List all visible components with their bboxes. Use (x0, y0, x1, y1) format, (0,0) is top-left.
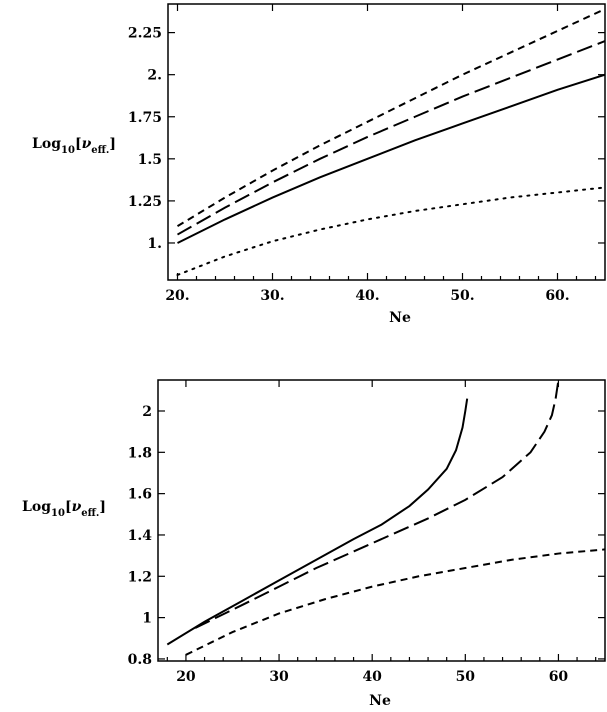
y-axis-title-close: ] (99, 499, 106, 515)
bottom-chart: 20 30 40 50 60 0.8 1 1.2 1.4 1.6 1.8 2 Ne Log10[νeff.… (0, 360, 607, 712)
x-tick-label: 60 (549, 669, 569, 685)
x-tick-label: 20. (165, 288, 189, 304)
y-axis-title-nu: ν (72, 499, 82, 515)
y-axis-title-main: Log (32, 136, 61, 152)
x-tick-label: 50 (456, 669, 476, 685)
y-tick-label: 1. (147, 236, 162, 252)
y-tick-label: 1.4 (128, 528, 153, 544)
x-tick-label: 60. (545, 288, 569, 304)
y-tick-label: 1 (142, 611, 152, 627)
y-tick-label: 0.8 (128, 652, 152, 668)
x-tick-label: 40. (355, 288, 379, 304)
x-axis-title: Ne (369, 693, 391, 709)
x-tick-label: 50. (450, 288, 474, 304)
y-axis-title-nusub: eff. (91, 145, 109, 156)
y-tick-label: 1.8 (128, 445, 152, 461)
y-axis-title-nu: ν (82, 136, 92, 152)
top-chart-svg: 20. 30. 40. 50. 60. 1. 1.25 1.5 1.75 2. 2.25 Ne Log1… (32, 3, 606, 326)
series-short-dash-line (185, 548, 605, 656)
y-tick-label: 1.2 (128, 569, 152, 585)
y-tick-label: 2.25 (128, 26, 162, 42)
series-dotted-line (176, 186, 605, 276)
series-long-dash-line (177, 40, 605, 236)
y-axis-title-sub: 10 (61, 145, 75, 156)
series-solid-line (177, 73, 605, 244)
y-axis-title-open: [ (65, 499, 72, 515)
top-chart: 20. 30. 40. 50. 60. 1. 1.25 1.5 1.75 2. 2.25 Ne Log1… (0, 0, 607, 345)
y-tick-label: 2 (142, 404, 152, 420)
x-axis-title: Ne (389, 310, 411, 326)
y-axis-title-main: Log (22, 499, 51, 515)
bottom-chart-svg: 20 30 40 50 60 0.8 1 1.2 1.4 1.6 1.8 2 Ne Log10[νeff.… (22, 379, 606, 709)
plot-frame (157, 379, 606, 662)
x-tick-label: 30 (269, 669, 289, 685)
x-tick-label: 30. (260, 288, 284, 304)
series-short-dash-line (176, 8, 605, 228)
series-long-dash-line (194, 380, 560, 629)
y-tick-label: 1.75 (128, 110, 162, 126)
y-axis-title: Log10[νeff.] (32, 136, 116, 156)
x-tick-label: 20 (176, 669, 196, 685)
y-axis-title-sub: 10 (51, 508, 65, 519)
y-axis-title-nusub: eff. (81, 508, 99, 519)
y-tick-label: 1.6 (128, 487, 152, 503)
y-axis-title-open: [ (75, 136, 82, 152)
y-tick-label: 2. (147, 68, 162, 84)
plot-frame (167, 3, 606, 281)
y-tick-label: 1.5 (138, 152, 162, 168)
x-tick-label: 40 (362, 669, 382, 685)
y-axis-title: Log10[νeff.] (22, 499, 106, 519)
y-tick-label: 1.25 (128, 194, 162, 210)
y-axis-title-close: ] (109, 136, 116, 152)
series-solid-line (166, 398, 469, 646)
